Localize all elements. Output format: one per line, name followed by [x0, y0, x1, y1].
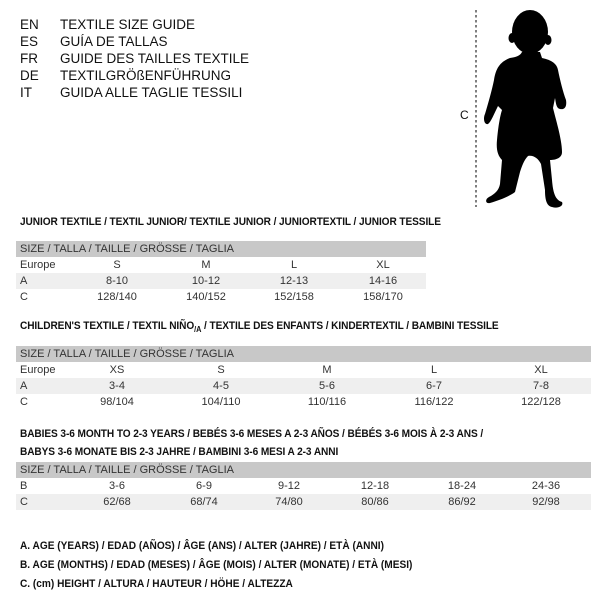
- table-cell: 92/98: [532, 496, 560, 508]
- babies-section-title: BABIES 3-6 MONTH TO 2-3 YEARS / BEBÉS 3-…: [20, 425, 483, 461]
- table-cell: 14-16: [368, 275, 398, 287]
- table-row: C 128/140 140/152 152/158 158/170: [16, 289, 426, 305]
- table-cell: XL: [376, 259, 390, 271]
- table-row: Europe XS S M L XL: [16, 362, 591, 378]
- table-cell: 74/80: [275, 496, 303, 508]
- table-row: A 8-10 10-12 12-13 14-16: [16, 273, 426, 289]
- row-label: Europe: [20, 364, 56, 376]
- table-cell: 80/86: [361, 496, 389, 508]
- table-header: SIZE / TALLA / TAILLE / GRÖSSE / TAGLIA: [16, 241, 426, 257]
- lang-title: GUIDA ALLE TAGLIE TESSILI: [60, 85, 243, 100]
- table-cell: XL: [534, 364, 548, 376]
- title-subscript: /A: [194, 325, 202, 335]
- table-cell: 110/116: [307, 396, 347, 408]
- table-cell: 7-8: [533, 380, 549, 392]
- table-cell: 12-13: [279, 275, 309, 287]
- row-label: A: [20, 380, 28, 392]
- row-label: B: [20, 480, 28, 492]
- legend-item: A. AGE (YEARS) / EDAD (AÑOS) / ÂGE (ANS)…: [20, 540, 384, 552]
- table-row: A 3-4 4-5 5-6 6-7 7-8: [16, 378, 591, 394]
- legend-item: B. AGE (MONTHS) / EDAD (MESES) / ÂGE (MO…: [20, 559, 413, 571]
- table-cell: 128/140: [97, 291, 137, 303]
- table-cell: L: [430, 364, 438, 376]
- table-cell: 3-6: [109, 480, 125, 492]
- table-cell: 9-12: [277, 480, 301, 492]
- lang-code: EN: [20, 17, 39, 32]
- lang-title: GUÍA DE TALLAS: [60, 34, 168, 49]
- table-cell: M: [201, 259, 211, 271]
- measure-label: C: [460, 108, 469, 122]
- title-line: BABIES 3-6 MONTH TO 2-3 YEARS / BEBÉS 3-…: [20, 428, 484, 440]
- table-cell: S: [217, 364, 225, 376]
- lang-code: FR: [20, 51, 38, 66]
- table-cell: 18-24: [447, 480, 477, 492]
- table-cell: 98/104: [100, 396, 134, 408]
- table-cell: 116/122: [414, 396, 454, 408]
- table-row: B 3-6 6-9 9-12 12-18 18-24 24-36: [16, 478, 591, 494]
- table-cell: 68/74: [190, 496, 218, 508]
- lang-title: TEXTILE SIZE GUIDE: [60, 17, 196, 32]
- table-cell: 4-5: [213, 380, 229, 392]
- title-languages: EN TEXTILE SIZE GUIDE ES GUÍA DE TALLAS FR…: [0, 16, 400, 106]
- title-text: / TEXTILE DES ENFANTS / KINDERTEXTIL / B…: [201, 320, 499, 332]
- table-cell: 12-18: [360, 480, 390, 492]
- title-line: BABYS 3-6 MONATE BIS 2-3 JAHRE / BAMBINI…: [20, 446, 339, 458]
- table-cell: 122/128: [521, 396, 561, 408]
- lang-code: DE: [20, 68, 39, 83]
- child-silhouette-icon: [475, 10, 567, 208]
- legend: A. AGE (YEARS) / EDAD (AÑOS) / ÂGE (ANS)…: [20, 537, 412, 594]
- babies-size-table: SIZE / TALLA / TAILLE / GRÖSSE / TAGLIA …: [16, 462, 591, 510]
- table-row: C 62/68 68/74 74/80 80/86 86/92 92/98: [16, 494, 591, 510]
- lang-code: ES: [20, 34, 39, 49]
- table-row: C 98/104 104/110 110/116 116/122 122/128: [16, 394, 591, 410]
- table-cell: 3-4: [109, 380, 125, 392]
- lang-code: IT: [20, 85, 32, 100]
- table-cell: S: [113, 259, 121, 271]
- lang-title: TEXTILGRÖßENFÜHRUNG: [60, 68, 232, 83]
- legend-item: C. (cm) HEIGHT / ALTURA / HAUTEUR / HÖHE…: [20, 578, 293, 590]
- table-header: SIZE / TALLA / TAILLE / GRÖSSE / TAGLIA: [16, 346, 591, 362]
- lang-title: GUIDE DES TAILLES TEXTILE: [60, 51, 250, 66]
- table-row: Europe S M L XL: [16, 257, 426, 273]
- table-header: SIZE / TALLA / TAILLE / GRÖSSE / TAGLIA: [16, 462, 591, 478]
- table-cell: 152/158: [274, 291, 314, 303]
- row-label: C: [20, 496, 28, 508]
- table-cell: 5-6: [319, 380, 335, 392]
- table-cell: M: [322, 364, 332, 376]
- table-cell: 86/92: [448, 496, 476, 508]
- table-cell: 140/152: [186, 291, 226, 303]
- table-cell: 8-10: [105, 275, 129, 287]
- table-cell: 6-9: [196, 480, 212, 492]
- title-text: CHILDREN'S TEXTILE / TEXTIL NIÑO: [20, 320, 195, 332]
- table-cell: 6-7: [426, 380, 442, 392]
- table-cell: XS: [109, 364, 125, 376]
- children-section-title: CHILDREN'S TEXTILE / TEXTIL NIÑO/A / TEX…: [20, 320, 499, 334]
- junior-size-table: SIZE / TALLA / TAILLE / GRÖSSE / TAGLIA …: [16, 241, 426, 305]
- row-label: A: [20, 275, 28, 287]
- junior-section-title: JUNIOR TEXTILE / TEXTIL JUNIOR/ TEXTILE …: [20, 216, 441, 228]
- row-label: C: [20, 291, 28, 303]
- table-cell: 158/170: [363, 291, 403, 303]
- table-cell: 104/110: [201, 396, 241, 408]
- row-label: C: [20, 396, 28, 408]
- table-cell: 24-36: [531, 480, 561, 492]
- row-label: Europe: [20, 259, 56, 271]
- children-size-table: SIZE / TALLA / TAILLE / GRÖSSE / TAGLIA …: [16, 346, 591, 410]
- table-cell: L: [290, 259, 298, 271]
- table-cell: 10-12: [191, 275, 221, 287]
- table-cell: 62/68: [103, 496, 131, 508]
